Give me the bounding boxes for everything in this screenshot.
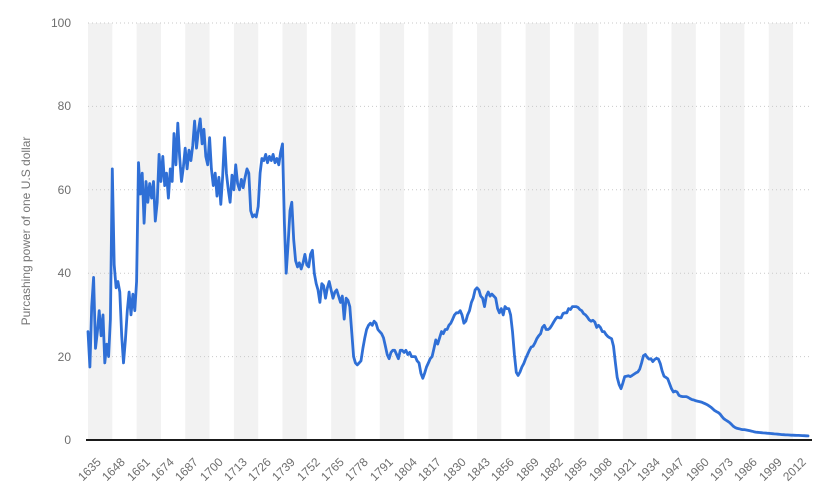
background-band [720, 23, 745, 440]
background-band [622, 23, 648, 440]
background-band [331, 23, 356, 440]
series-line [86, 117, 810, 438]
background-band [88, 23, 113, 440]
background-band [185, 23, 210, 440]
y-tick-label: 100 [50, 16, 71, 30]
background-band [428, 23, 453, 440]
background-band [233, 23, 259, 440]
background-band [525, 23, 550, 440]
background-band [136, 23, 161, 440]
background-band [379, 23, 405, 440]
y-tick-label: 80 [57, 99, 71, 114]
y-tick-label: 40 [57, 266, 71, 281]
y-tick-label: 60 [57, 182, 71, 197]
y-axis-title: Purcashing power of one U.S dollar [19, 136, 33, 326]
y-tick-label: 0 [64, 433, 71, 447]
y-tick-label: 20 [57, 349, 71, 364]
background-band [671, 23, 696, 440]
background-band [574, 23, 599, 440]
background-band [476, 23, 502, 440]
background-band [768, 23, 794, 440]
